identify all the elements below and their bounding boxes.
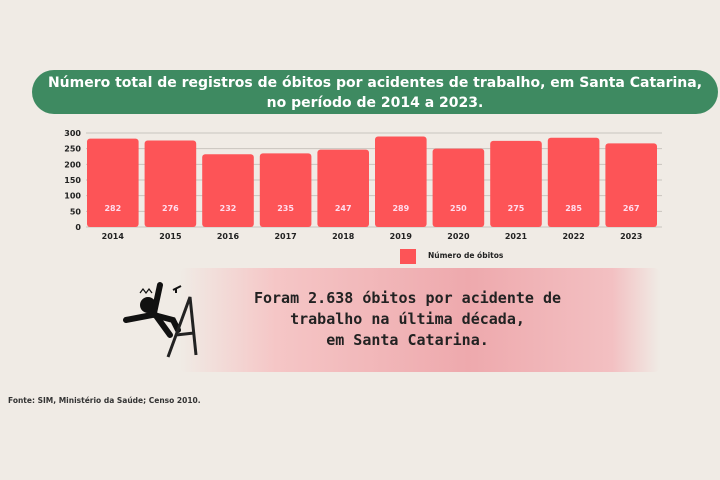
bar xyxy=(87,138,139,227)
message-line: Foram 2.638 óbitos por acidente de xyxy=(253,289,562,307)
bar xyxy=(547,137,600,227)
bar xyxy=(375,136,427,227)
y-tick-label: 300 xyxy=(64,129,81,138)
summary-message: Foram 2.638 óbitos por acidente de traba… xyxy=(220,288,595,351)
x-tick-label: 2020 xyxy=(447,232,470,241)
legend-swatch xyxy=(400,249,416,264)
data-label: 285 xyxy=(565,204,582,213)
y-tick-label: 250 xyxy=(64,145,81,154)
bar xyxy=(432,148,485,227)
bar-chart: 0 50 100 150 200 250 300 282 2014 276 2015 232 2016 2… xyxy=(64,129,662,264)
bar xyxy=(490,140,542,227)
chart-title: Número total de registros de óbitos por … xyxy=(32,70,718,114)
data-label: 275 xyxy=(508,204,525,213)
message-line: trabalho na última década, xyxy=(290,310,525,328)
bar xyxy=(605,143,657,227)
x-tick-label: 2018 xyxy=(332,232,355,241)
x-tick-label: 2015 xyxy=(159,232,182,241)
data-label: 267 xyxy=(623,204,640,213)
bar xyxy=(259,153,312,227)
x-tick-label: 2023 xyxy=(620,232,642,241)
message-background xyxy=(180,268,660,372)
message-line: em Santa Catarina. xyxy=(326,331,489,349)
data-label: 250 xyxy=(450,204,467,213)
data-label: 276 xyxy=(162,204,179,213)
x-tick-label: 2019 xyxy=(390,232,413,241)
y-tick-label: 200 xyxy=(64,160,81,169)
bar xyxy=(317,149,369,227)
person-falling-from-ladder-icon xyxy=(123,282,198,358)
data-label: 232 xyxy=(220,204,237,213)
title-line-1: Número total de registros de óbitos por … xyxy=(47,75,703,91)
y-tick-label: 100 xyxy=(64,192,81,201)
y-tick-label: 0 xyxy=(75,223,81,232)
x-tick-label: 2021 xyxy=(505,232,528,241)
data-label: 282 xyxy=(104,204,121,213)
data-label: 247 xyxy=(335,204,352,213)
y-tick-label: 150 xyxy=(64,176,81,185)
bar xyxy=(202,154,254,227)
x-tick-label: 2016 xyxy=(217,232,240,241)
source-note: Fonte: SIM, Ministério da Saúde; Censo 2… xyxy=(8,396,201,405)
x-tick-label: 2022 xyxy=(562,232,584,241)
bar xyxy=(144,140,197,227)
x-tick-label: 2017 xyxy=(274,232,296,241)
data-label: 289 xyxy=(392,204,409,213)
data-label: 235 xyxy=(277,204,294,213)
legend-label: Número de óbitos xyxy=(428,251,504,260)
x-tick-label: 2014 xyxy=(102,232,125,241)
y-tick-label: 50 xyxy=(70,207,82,216)
title-line-2: no período de 2014 a 2023. xyxy=(266,95,484,111)
